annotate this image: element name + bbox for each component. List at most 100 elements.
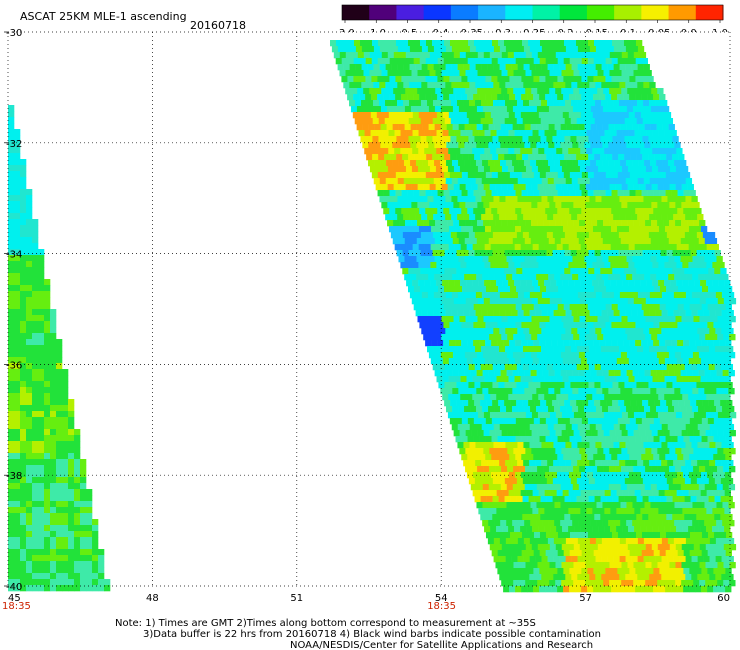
data-cell xyxy=(623,322,630,329)
data-cell xyxy=(32,435,39,442)
data-cell xyxy=(467,304,474,311)
data-cell xyxy=(483,430,490,437)
data-cell xyxy=(485,286,493,293)
data-cell xyxy=(669,220,676,227)
data-cell xyxy=(586,280,593,287)
data-cell xyxy=(491,418,499,425)
data-cell xyxy=(606,250,613,257)
data-cell xyxy=(563,190,570,197)
data-cell xyxy=(361,64,368,71)
data-cell xyxy=(463,46,471,53)
data-cell xyxy=(519,202,526,209)
data-cell xyxy=(516,118,524,125)
data-cell xyxy=(626,142,633,149)
data-cell xyxy=(723,298,731,305)
data-cell xyxy=(591,52,599,59)
data-cell xyxy=(504,514,511,521)
data-cell xyxy=(593,94,600,101)
data-cell xyxy=(361,82,368,89)
data-cell xyxy=(543,52,551,59)
data-cell xyxy=(586,472,594,479)
data-cell xyxy=(86,555,93,562)
data-cell xyxy=(539,94,546,101)
data-cell xyxy=(486,478,494,485)
data-cell xyxy=(445,196,452,203)
data-cell xyxy=(681,166,689,173)
data-cell xyxy=(649,538,657,545)
data-cell xyxy=(610,112,618,119)
data-cell xyxy=(371,94,378,101)
data-cell xyxy=(630,478,638,485)
data-cell xyxy=(457,442,464,449)
data-cell xyxy=(608,238,616,245)
data-cell xyxy=(418,148,425,155)
data-cell xyxy=(470,106,478,113)
data-cell xyxy=(727,460,734,467)
data-cell xyxy=(371,76,378,83)
data-cell xyxy=(667,424,675,431)
data-cell xyxy=(507,298,515,305)
data-cell xyxy=(20,495,27,502)
data-cell xyxy=(511,310,518,317)
data-cell xyxy=(26,471,33,478)
data-cell xyxy=(495,430,502,437)
data-cell xyxy=(689,322,696,329)
data-cell xyxy=(557,304,564,311)
data-cell xyxy=(625,214,632,221)
data-cell xyxy=(713,436,720,443)
data-cell xyxy=(508,226,516,233)
data-cell xyxy=(539,286,547,293)
data-cell xyxy=(463,214,470,221)
data-cell xyxy=(381,166,389,173)
data-cell xyxy=(722,274,729,281)
data-cell xyxy=(14,297,21,304)
data-cell xyxy=(32,405,39,412)
data-cell xyxy=(38,357,45,364)
data-cell xyxy=(410,256,417,263)
data-cell xyxy=(479,454,486,461)
data-cell xyxy=(647,172,655,179)
data-cell xyxy=(557,322,564,329)
data-cell xyxy=(670,394,677,401)
data-cell xyxy=(542,502,549,509)
data-cell xyxy=(429,202,436,209)
data-cell xyxy=(521,418,529,425)
data-cell xyxy=(615,184,622,191)
data-cell xyxy=(626,502,633,509)
data-cell xyxy=(624,514,631,521)
data-cell xyxy=(477,298,485,305)
data-cell xyxy=(446,256,453,263)
data-cell xyxy=(638,388,645,395)
data-cell xyxy=(513,88,520,95)
data-cell xyxy=(604,280,611,287)
data-cell xyxy=(62,567,69,574)
data-cell xyxy=(622,490,629,497)
data-cell xyxy=(26,309,33,316)
data-cell xyxy=(8,573,15,580)
data-cell xyxy=(20,537,27,544)
data-cell xyxy=(648,118,656,125)
data-cell xyxy=(479,286,487,293)
data-cell xyxy=(687,430,694,437)
data-cell xyxy=(606,232,614,239)
data-cell xyxy=(549,88,556,95)
data-cell xyxy=(540,232,548,239)
data-cell xyxy=(452,370,459,377)
data-cell xyxy=(671,208,678,215)
data-cell xyxy=(437,322,444,329)
data-cell xyxy=(635,454,642,461)
data-cell xyxy=(80,471,87,478)
data-cell xyxy=(642,232,650,239)
data-cell xyxy=(422,142,429,149)
data-cell xyxy=(579,334,586,341)
data-cell xyxy=(62,381,69,388)
data-cell xyxy=(571,214,578,221)
data-cell xyxy=(692,370,699,377)
data-cell xyxy=(490,112,498,119)
data-cell xyxy=(693,334,700,341)
data-cell xyxy=(389,190,396,197)
data-cell xyxy=(590,124,597,131)
data-cell xyxy=(367,82,374,89)
data-cell xyxy=(611,208,618,215)
data-cell xyxy=(14,411,21,418)
